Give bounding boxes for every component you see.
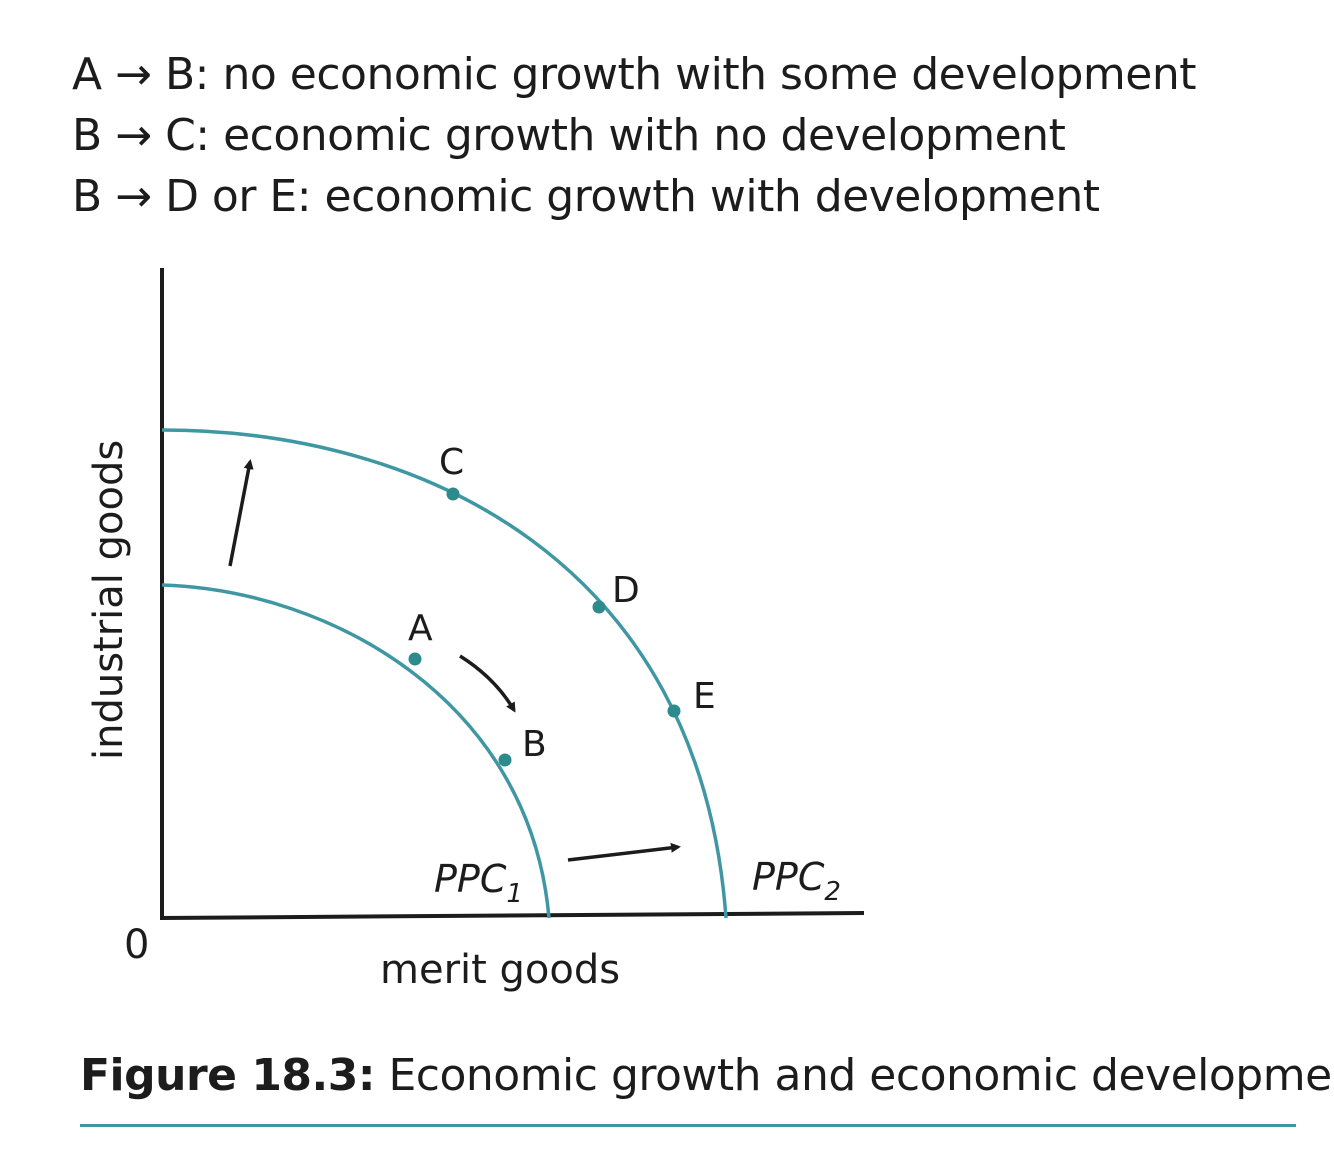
point-e-marker: [667, 704, 681, 718]
movement-a-b-arrow-icon: [459, 654, 516, 713]
x-axis-label: merit goods: [380, 947, 620, 993]
point-b-marker: [498, 753, 512, 767]
legend-from: A: [72, 49, 102, 100]
legend-text: D or E: economic growth with development: [165, 171, 1100, 222]
point-a-label: A: [408, 608, 433, 649]
origin-label: 0: [124, 922, 149, 968]
point-a-marker: [408, 652, 422, 666]
legend: A → B: no economic growth with some deve…: [72, 44, 1272, 227]
figure-caption: Figure 18.3: Economic growth and economi…: [80, 1050, 1334, 1101]
shift-up-arrow-icon: [228, 459, 254, 567]
right-arrow-icon: →: [115, 49, 152, 100]
ppc2-label: PPC2: [752, 855, 841, 907]
x-axis: [159, 911, 865, 920]
caption-label: Figure 18.3:: [80, 1050, 375, 1101]
legend-line-b-c: B → C: economic growth with no developme…: [72, 105, 1272, 166]
point-b-label: B: [522, 724, 547, 765]
point-c-marker: [446, 487, 460, 501]
legend-text: C: economic growth with no development: [165, 110, 1066, 161]
point-e-label: E: [693, 676, 716, 717]
point-d-marker: [592, 600, 606, 614]
ppc1-label: PPC1: [434, 857, 523, 909]
point-d-label: D: [612, 570, 640, 611]
shift-right-arrow-icon: [567, 842, 681, 862]
legend-from: B: [72, 110, 102, 161]
y-axis-label: industrial goods: [86, 440, 132, 760]
caption-text: Economic growth and economic development: [374, 1050, 1334, 1101]
ppc2-curve: [161, 428, 728, 919]
ppc1-curve: [161, 583, 551, 919]
legend-line-b-de: B → D or E: economic growth with develop…: [72, 166, 1272, 227]
right-arrow-icon: →: [115, 110, 152, 161]
point-c-label: C: [439, 442, 464, 483]
right-arrow-icon: →: [115, 171, 152, 222]
legend-line-a-b: A → B: no economic growth with some deve…: [72, 44, 1272, 105]
legend-from: B: [72, 171, 102, 222]
caption-divider: [80, 1124, 1296, 1127]
legend-text: B: no economic growth with some developm…: [164, 49, 1196, 100]
